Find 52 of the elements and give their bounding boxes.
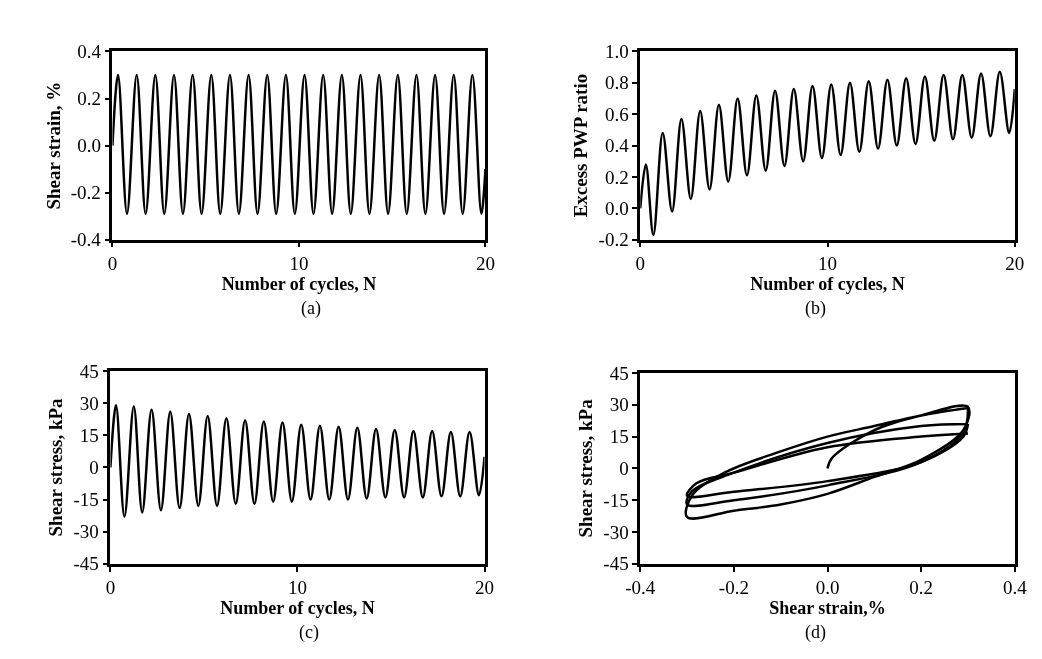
y-tick-label: -45 [603,553,629,575]
y-tick-label: 0.0 [604,197,629,219]
x-tick-label: 0.4 [1002,577,1028,599]
y-tick-label: -0.4 [70,229,102,251]
y-tick-label: -30 [603,521,629,543]
x-tick-label: 0 [105,577,116,599]
y-tick-label: 15 [79,424,99,446]
x-axis-title: Number of cycles, N [750,274,905,295]
y-tick-label: 0.2 [604,166,629,188]
text: (d) [805,622,826,643]
y-tick-label: -45 [73,553,99,575]
x-axis-title: Number of cycles, N [220,598,375,619]
x-tick-label: 0 [107,253,118,275]
y-tick-label: -30 [73,521,99,543]
x-tick-label: 0.0 [815,577,840,599]
text: (c) [299,622,319,643]
text: (a) [301,298,321,319]
x-tick-label: 20 [1005,253,1025,275]
y-axis-title: Shear stress, kPa [575,398,597,538]
x-axis-title: Shear strain,% [769,598,886,619]
y-tick-label: 15 [609,426,629,448]
y-tick-label: 45 [79,360,99,382]
y-tick-label: 0.0 [77,135,101,157]
x-axis-title: Number of cycles, N [221,274,377,295]
x-tick-label: 20 [475,577,495,599]
y-tick-label: 1.0 [604,41,629,63]
y-tick-label: 0.8 [604,72,629,94]
y-tick-label: -0.2 [70,182,101,204]
text: (b) [805,298,826,319]
y-axis-title: Shear strain, % [42,81,64,210]
y-axis-title: Shear stress, kPa [45,397,67,537]
y-tick-label: 45 [609,362,629,384]
y-tick-label: 0 [89,457,99,479]
x-tick-label: 10 [287,577,307,599]
y-tick-label: 30 [79,392,99,414]
y-tick-label: 0.2 [77,88,101,110]
x-tick-label: -0.2 [718,577,749,599]
x-tick-label: 0 [635,253,645,275]
y-tick-label: -15 [73,489,99,511]
x-tick-label: 20 [475,253,495,275]
x-tick-label: 10 [289,253,309,275]
x-tick-label: 10 [818,253,838,275]
y-tick-label: -15 [603,489,629,511]
y-tick-label: 0.4 [77,41,102,63]
y-axis-title: Excess PWP ratio [570,73,592,218]
x-tick-label: 0.2 [909,577,934,599]
y-tick-label: 30 [609,394,629,416]
y-tick-label: 0.4 [604,135,630,157]
x-tick-label: -0.4 [625,577,656,599]
y-tick-label: 0.6 [604,103,629,125]
y-tick-label: 0 [619,458,629,480]
y-tick-label: -0.2 [598,229,629,251]
